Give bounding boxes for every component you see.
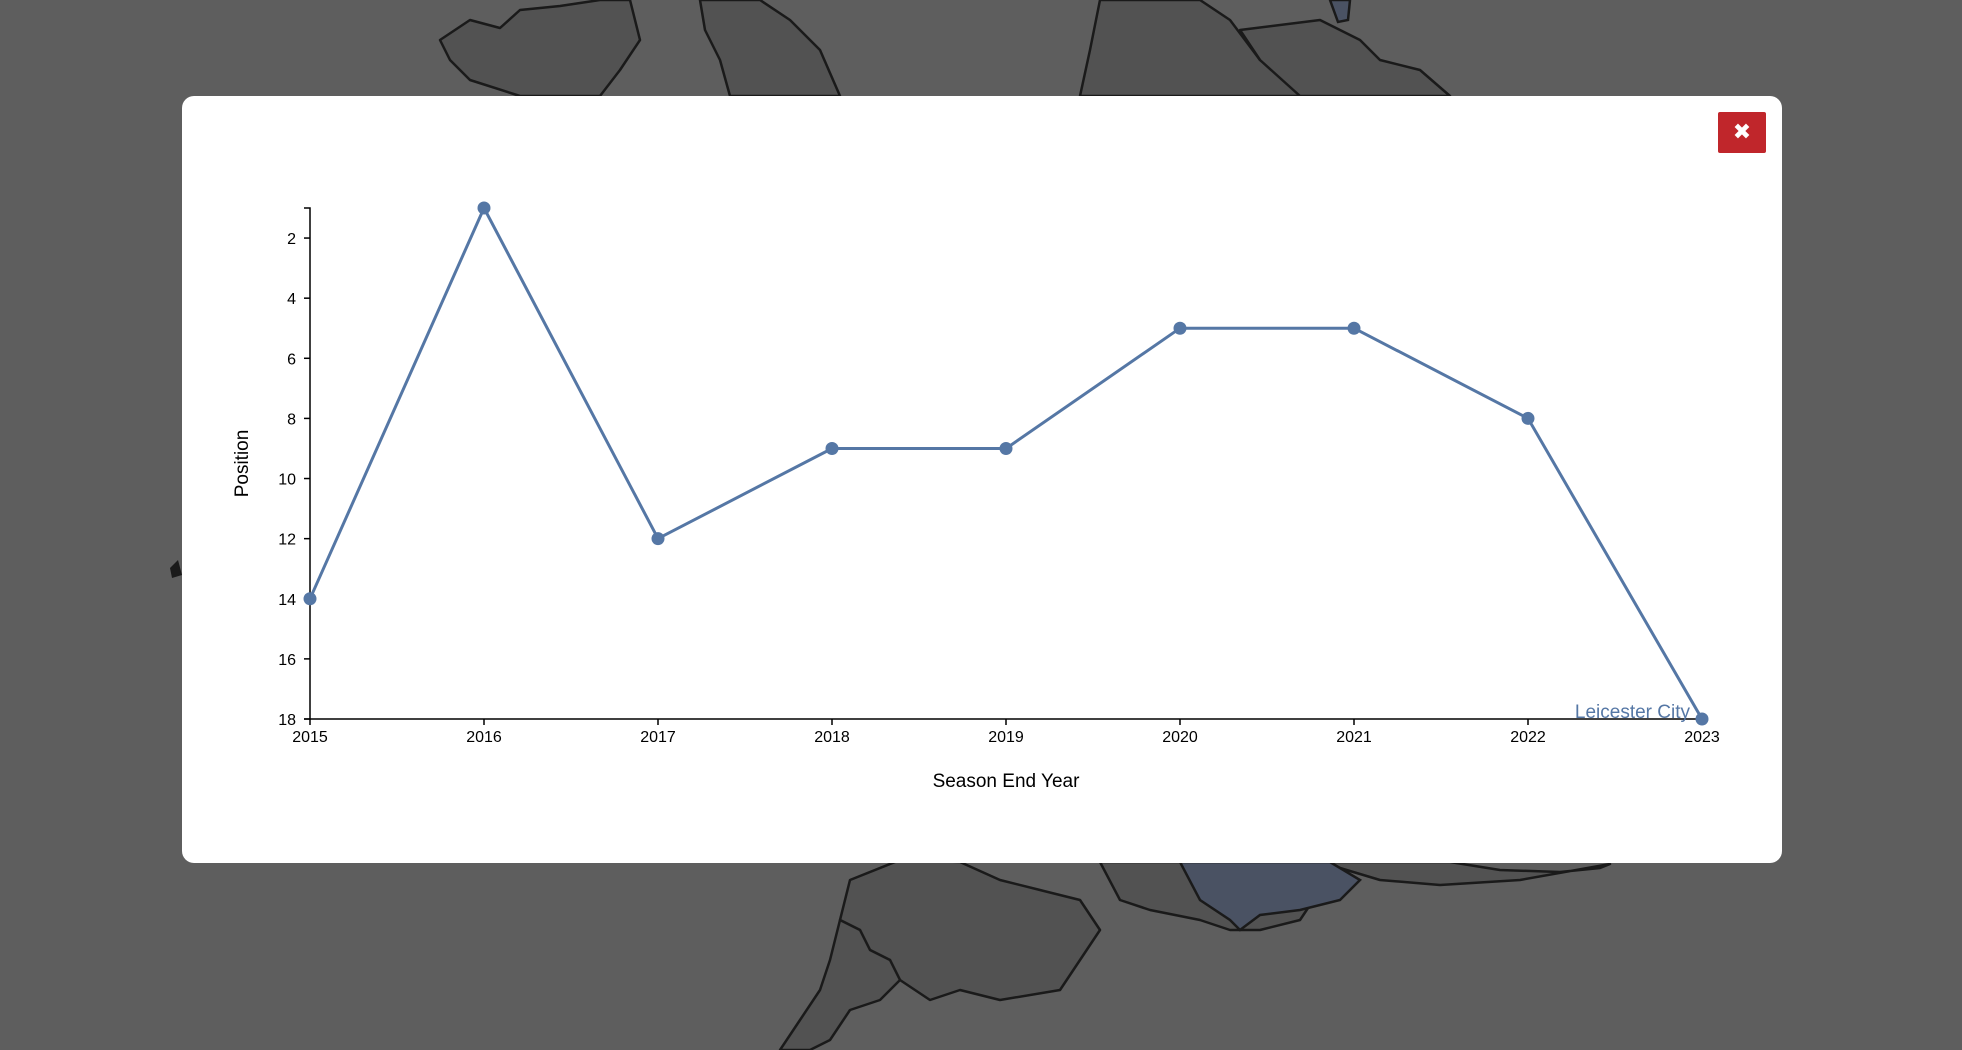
x-tick-label: 2022 [1510,729,1546,746]
data-point [651,532,665,546]
data-point [1695,712,1709,726]
map-region-highlighted [1177,860,1363,932]
y-axis-line [304,207,311,720]
map-region-east-coast [1238,18,1452,98]
x-tick-label: 2019 [988,729,1024,746]
x-axis: 2015 2016 2017 2018 2019 2020 2021 2022 2023 [292,718,1720,746]
y-tick-label: 18 [278,712,296,729]
series-line [308,206,1704,720]
data-point [1347,321,1361,335]
data-point [825,441,839,455]
data-point [999,441,1013,455]
map-region-south-east [1318,860,1612,887]
map-region-highlighted-north [1328,0,1352,24]
y-tick-label: 4 [287,291,296,308]
data-point [303,592,317,606]
y-tick-label: 2 [287,231,296,248]
y-tick-label: 16 [278,652,296,669]
map-coast-fragment [170,560,182,578]
map-region-cornwall [778,918,902,1050]
y-axis: 2 4 6 8 10 12 14 16 18 [278,207,311,729]
x-tick-label: 2018 [814,729,850,746]
data-point [1521,411,1535,425]
y-tick-label: 8 [287,411,296,428]
x-tick-label: 2017 [640,729,676,746]
map-region-north [698,0,842,98]
series-label: Leicester City [1575,702,1691,723]
x-tick-label: 2020 [1162,729,1198,746]
x-tick-label: 2016 [466,729,502,746]
data-point [477,201,491,215]
y-tick-label: 12 [278,532,296,549]
series-layer: Leicester City [303,201,1709,726]
y-tick-label: 10 [278,472,296,489]
y-tick-label: 6 [287,351,296,368]
chart-modal: ✖ 2 4 6 8 10 12 14 16 18 2015 2016 2017 2018 2019 202… [182,96,1782,863]
close-x-icon: ✖ [1732,120,1752,145]
y-axis-title: Position [232,430,253,498]
data-point [1173,321,1187,335]
x-tick-label: 2023 [1684,729,1720,746]
close-button[interactable]: ✖ [1718,112,1766,153]
x-tick-label: 2021 [1336,729,1372,746]
x-tick-label: 2015 [292,729,328,746]
x-axis-title: Season End Year [933,771,1081,792]
map-region-north-west [438,0,642,98]
y-tick-label: 14 [278,592,296,609]
